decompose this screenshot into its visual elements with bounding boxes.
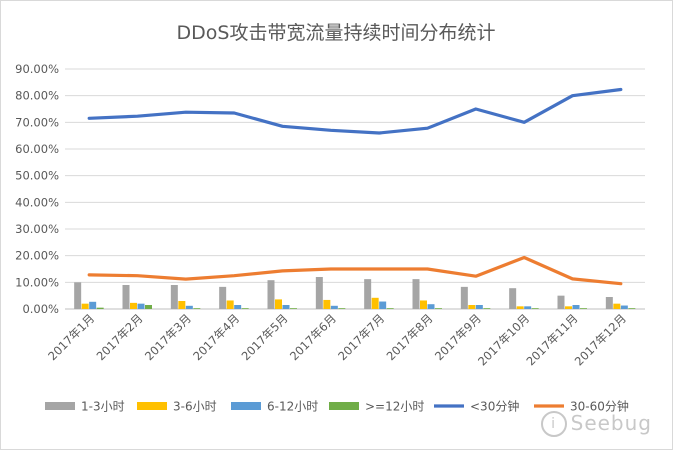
bar [524,306,532,309]
legend-swatch [45,402,75,410]
bar [81,303,89,309]
bar [137,303,145,309]
bar [460,286,468,309]
bar [605,297,613,309]
bar [420,300,427,309]
bar [386,308,394,309]
bar [371,297,379,309]
bar [379,301,387,309]
y-tick-layer: 0.00% 10.00% 20.00% 30.00% 40.00% 50.00% 60.00… [15,62,59,316]
series-line [87,87,623,135]
bar [241,308,249,309]
legend-swatch [231,402,261,410]
bar [290,308,297,309]
legend-label: <30分钟 [470,399,519,414]
bar [483,308,491,309]
bar [468,305,476,309]
bar [145,305,152,309]
x-tick-label: 2017年4月 [190,311,242,363]
y-tick-label: 30.00% [15,222,59,236]
y-tick-label: 40.00% [15,195,59,209]
legend: 1-3小时 3-6小时 6-12小时 >=12小时 <30分钟 30-60分钟 [45,399,629,414]
bar [516,306,524,309]
x-tick-label: 2017年6月 [287,311,339,363]
y-tick-label: 50.00% [15,169,59,183]
bar [613,303,621,309]
y-tick-label: 20.00% [15,249,59,263]
bar [580,308,587,309]
bar [557,295,565,309]
legend-label: >=12小时 [365,400,424,414]
x-tick-label: 2017年3月 [142,311,194,363]
bar [620,305,628,309]
bar [219,286,227,309]
bar [267,280,275,309]
bar [185,305,193,309]
y-tick-label: 70.00% [15,115,59,129]
bar [531,308,539,309]
bar [565,306,572,309]
grid-layer [65,68,645,310]
bar [74,282,82,309]
x-tick-layer: 2017年1月2017年2月2017年3月2017年4月2017年5月2017年… [45,311,629,368]
x-tick-label: 2017年12月 [572,311,629,368]
legend-label: 3-6小时 [173,400,217,414]
bar [170,285,178,309]
legend-swatch [329,402,359,410]
bar [412,279,420,309]
bar [509,288,517,309]
y-tick-label: 10.00% [15,275,59,289]
watermark-logo: i Seebug [540,410,652,437]
x-tick-label: 2017年2月 [94,311,146,363]
series-line [87,255,623,286]
legend-label: 6-12小时 [267,400,318,414]
bar [315,277,323,309]
bar [628,308,636,309]
bar [178,301,186,309]
x-tick-label: 2017年5月 [239,311,291,363]
x-tick-label: 2017年7月 [335,311,387,363]
y-tick-label: 80.00% [15,89,59,103]
bar [338,308,346,309]
chart-title: DDoS攻击带宽流量持续时间分布统计 [177,22,496,44]
bar [435,308,442,309]
bar [364,279,372,309]
bar [427,304,435,309]
legend-label: 1-3小时 [81,400,125,414]
bar [96,307,104,309]
y-tick-label: 90.00% [15,62,59,76]
bar [323,299,331,309]
line-layer [87,87,623,286]
y-tick-label: 60.00% [15,142,59,156]
bar [226,300,234,309]
legend-label: 30-60分钟 [570,399,629,414]
bar [122,285,130,309]
x-tick-label: 2017年8月 [384,311,436,363]
watermark-text: Seebug [570,410,652,435]
bar [475,305,483,309]
bar [282,305,290,309]
bar [234,305,242,309]
bar [89,301,97,309]
y-tick-label: 0.00% [22,302,59,316]
bar [330,305,338,309]
bar [130,302,137,309]
bar [275,299,282,309]
x-tick-label: 2017年9月 [432,311,484,363]
legend-swatch [137,402,167,410]
bar [193,308,201,309]
watermark-badge-icon: i [540,411,567,437]
bar-layer [74,277,636,309]
x-tick-label: 2017年1月 [45,311,97,363]
bar [572,305,580,309]
